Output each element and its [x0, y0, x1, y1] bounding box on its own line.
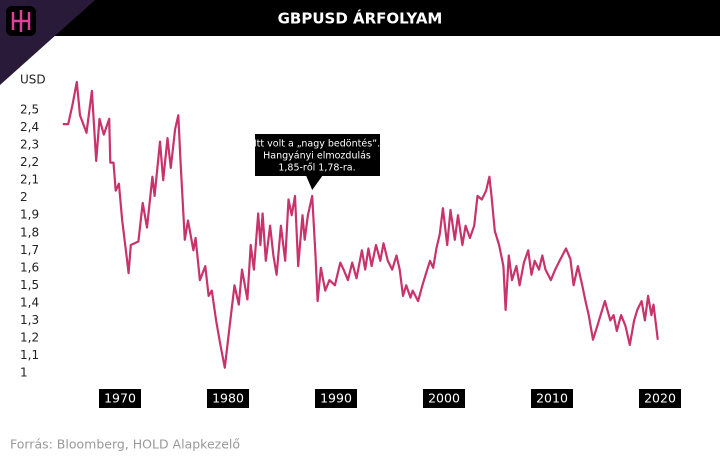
- x-tick-label: 1990: [320, 391, 352, 406]
- y-tick-label: 1,6: [20, 260, 39, 274]
- y-tick-label: 1,7: [20, 243, 39, 257]
- logo-mark: [11, 10, 31, 32]
- y-tick-label: 1,5: [20, 278, 39, 292]
- title-bar: [0, 0, 720, 36]
- y-tick-label: 1,1: [20, 348, 39, 362]
- y-tick-label: 1,8: [20, 225, 39, 239]
- x-tick-label: 2020: [644, 391, 676, 406]
- y-tick-label: 2,5: [20, 103, 39, 117]
- y-tick-label: 2,3: [20, 138, 39, 152]
- x-tick-box: [639, 389, 681, 408]
- x-tick-box: [315, 389, 357, 408]
- y-tick-label: 2,2: [20, 155, 39, 169]
- x-tick-box: [531, 389, 573, 408]
- x-tick-label: 1980: [212, 391, 244, 406]
- y-tick-label: 1,3: [20, 313, 39, 327]
- annotation-text: Itt volt a „nagy bedöntés”.: [254, 139, 380, 150]
- x-tick-label: 2000: [428, 391, 460, 406]
- y-tick-label: 1,4: [20, 295, 39, 309]
- annotation-text: Hangyányi elmozdulás: [263, 151, 371, 162]
- price-line: [62, 80, 659, 369]
- y-tick-label: 1,2: [20, 330, 39, 344]
- x-tick-box: [423, 389, 465, 408]
- y-tick-label: 2,1: [20, 173, 39, 187]
- y-tick-label: 1: [20, 365, 28, 379]
- y-tick-label: 1,9: [20, 208, 39, 222]
- x-tick-box: [207, 389, 249, 408]
- annotation-box: [255, 134, 380, 190]
- source: Forrás: Bloomberg, HOLD Alapkezelő: [10, 437, 240, 452]
- y-axis-label: USD: [20, 73, 46, 87]
- x-tick-label: 2010: [536, 391, 568, 406]
- x-tick-box: [99, 389, 141, 408]
- y-tick-label: 2: [20, 190, 28, 204]
- annotation-text: 1,85-ről 1,78-ra.: [278, 163, 355, 174]
- chart-title: GBPUSD ÁRFOLYAM: [278, 9, 443, 28]
- y-tick-label: 2,4: [20, 120, 39, 134]
- x-tick-label: 1970: [104, 391, 136, 406]
